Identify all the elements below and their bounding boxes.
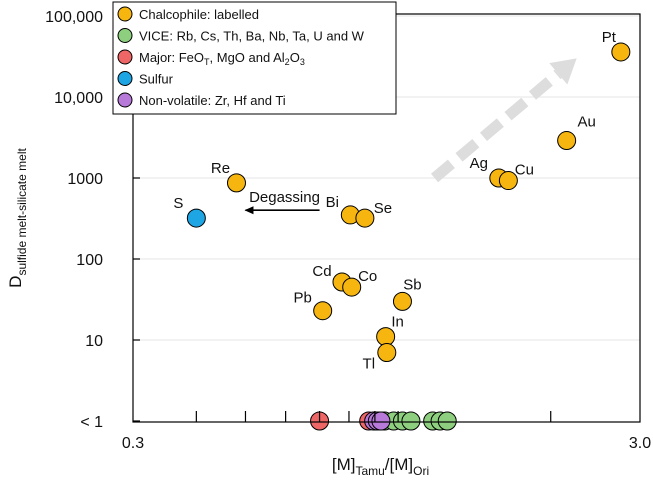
trend-arrow-head — [549, 58, 577, 85]
data-point — [401, 411, 421, 431]
point-label: Cu — [515, 162, 534, 179]
legend-marker — [117, 49, 133, 65]
y-tick-label: < 1 — [80, 414, 103, 431]
legend-marker — [117, 6, 133, 22]
legend-marker — [117, 71, 133, 86]
legend-label: VICE: Rb, Cs, Th, Ba, Nb, Ta, U and W — [139, 29, 365, 44]
data-point — [371, 411, 391, 431]
y-tick-label: 100 — [76, 252, 103, 269]
point-label: Pt — [602, 29, 617, 46]
y-tick-label: 1000 — [67, 171, 103, 188]
data-point — [226, 173, 246, 193]
point-labels: Pt Au Ag Cu Re Bi Se Cd Co Sb Pb In Tl S — [173, 29, 616, 373]
legend-label: Major: FeOT, MgO and Al2O3 — [139, 50, 305, 67]
trend-arrow-shaft — [431, 69, 562, 183]
data-point — [611, 42, 631, 62]
legend-marker — [117, 28, 133, 43]
data-point — [498, 171, 518, 191]
point-label: Co — [358, 268, 377, 285]
point-label: In — [391, 314, 404, 331]
point-label: Au — [577, 114, 595, 131]
y-tick-label: 10,000 — [54, 90, 103, 107]
axes: < 1 10 100 1000 10,000 100,000 0.3 3.0 — [45, 9, 651, 452]
point-label: Tl — [363, 356, 376, 373]
data-point — [186, 208, 206, 228]
annotations: Degassing — [244, 58, 577, 215]
legend-marker — [117, 92, 133, 108]
legend-label: Non-volatile: Zr, Hf and Ti — [139, 93, 286, 108]
legend-label: Chalcophile: labelled — [139, 7, 259, 22]
point-label: Sb — [403, 276, 421, 293]
point-label: S — [173, 195, 183, 212]
point-label: Ag — [470, 155, 488, 172]
x-tick-label: 3.0 — [629, 435, 651, 452]
data-point — [355, 208, 375, 228]
point-label: Re — [211, 160, 230, 177]
legend-label: Sulfur — [139, 72, 174, 87]
data-point — [313, 301, 333, 321]
legend: Chalcophile: labelled VICE: Rb, Cs, Th, B… — [112, 1, 397, 115]
legend-box — [112, 1, 397, 115]
x-axis-label: [M]Tamu/[M]Ori — [332, 455, 429, 478]
degassing-label: Degassing — [249, 189, 320, 206]
data-point — [437, 411, 457, 431]
point-label: Se — [374, 200, 392, 217]
data-point — [342, 277, 362, 297]
y-axis-label: Dsulfide melt-silicate melt — [6, 148, 29, 288]
data-point — [392, 291, 412, 311]
data-point — [377, 343, 397, 363]
point-label: Pb — [294, 290, 312, 307]
point-label: Bi — [326, 194, 339, 211]
point-label: Cd — [312, 263, 331, 280]
y-tick-label: 10 — [85, 333, 103, 350]
data-points — [186, 42, 631, 431]
data-point — [557, 131, 577, 151]
y-tick-label: 100,000 — [45, 9, 103, 26]
x-tick-label: 0.3 — [122, 435, 144, 452]
